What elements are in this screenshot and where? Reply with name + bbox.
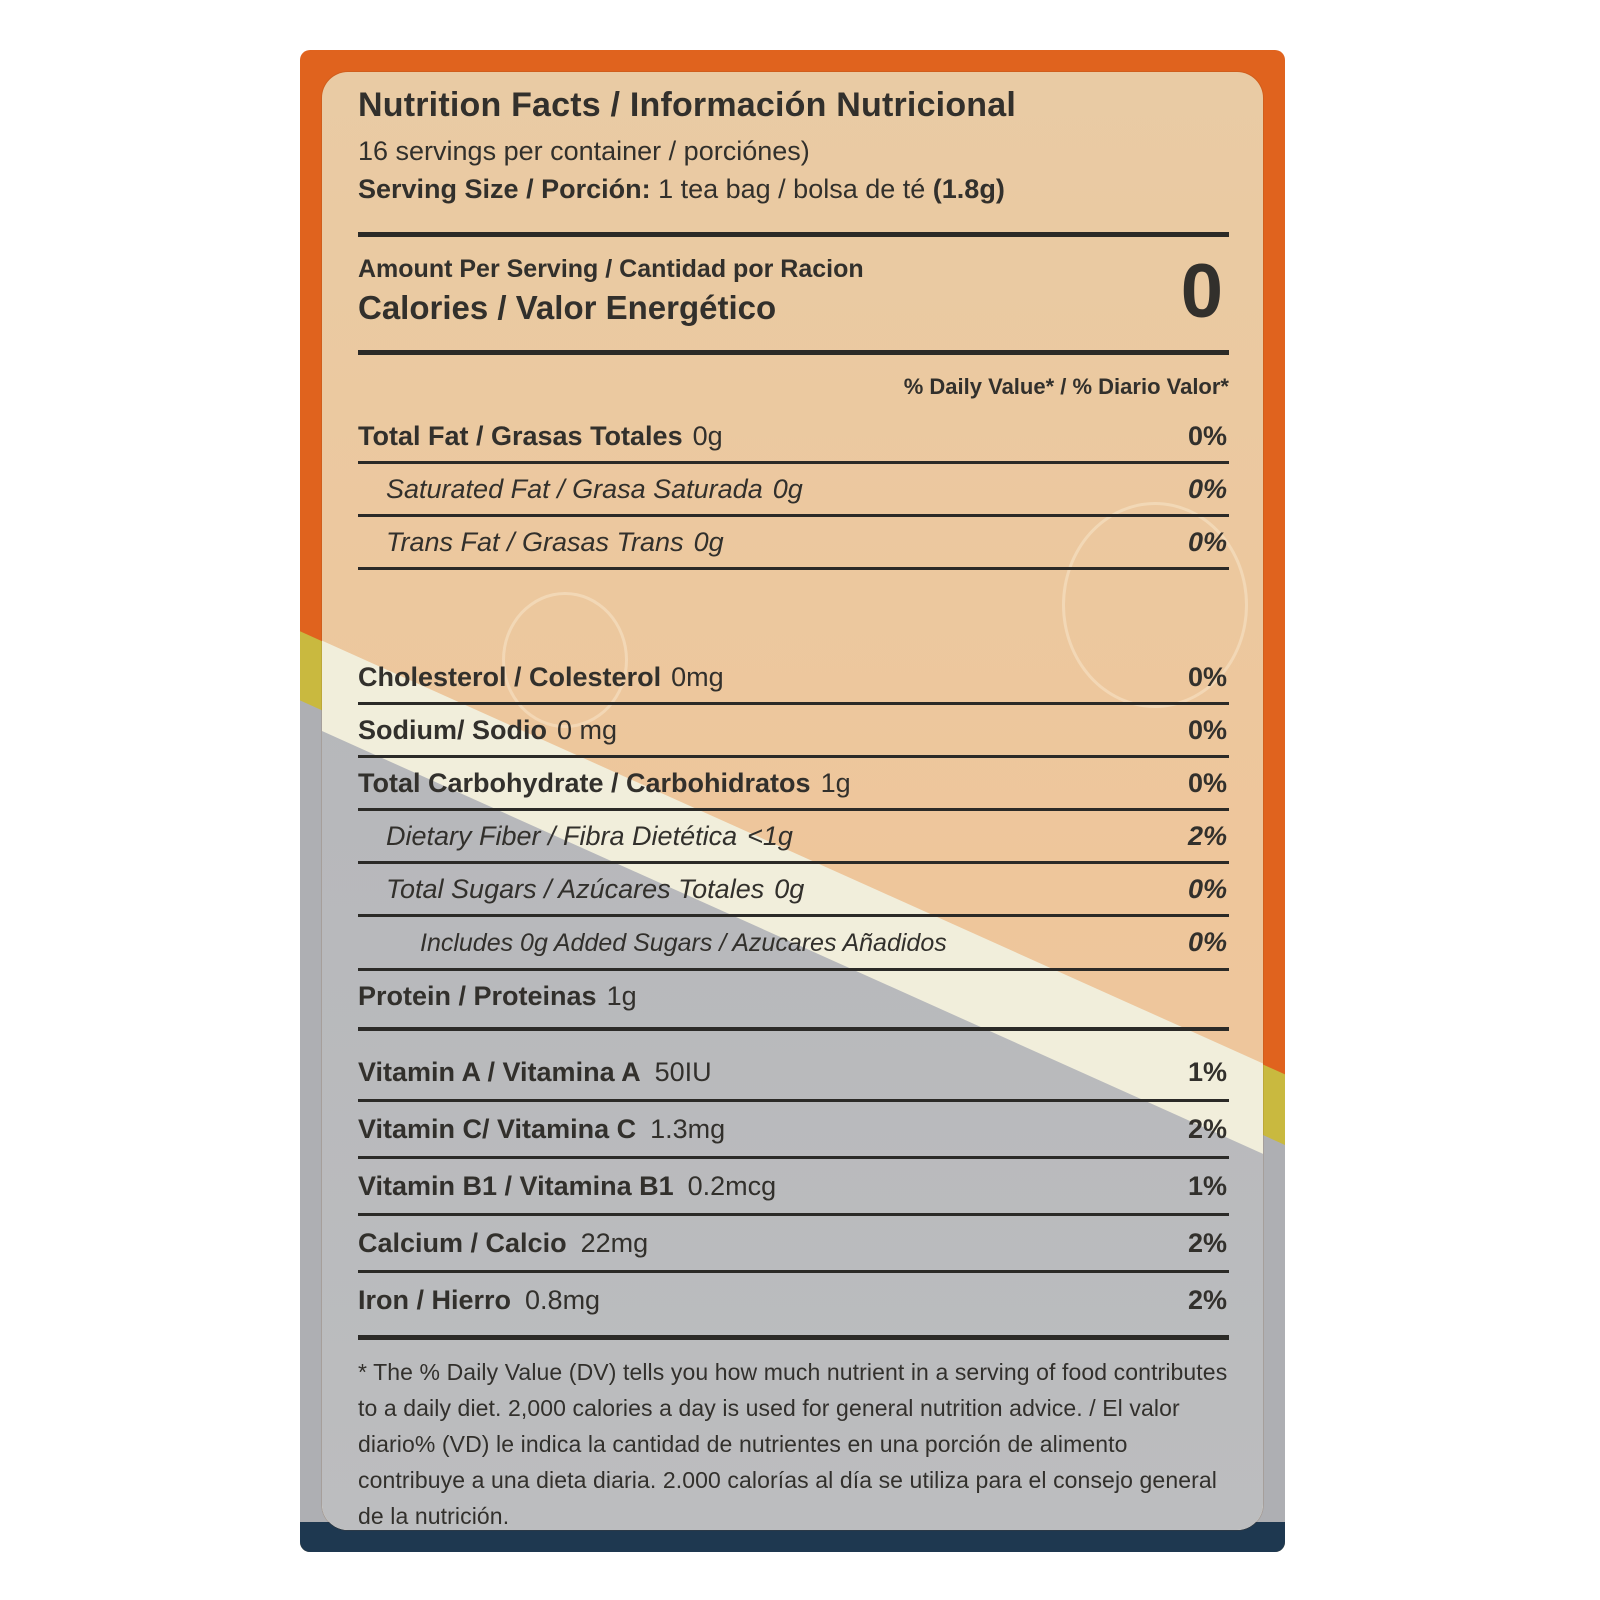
nutrient-dv: 0% [1187,768,1227,798]
nutrient-text: Total Fat / Grasas Totales 0g [358,419,723,453]
nutrient-row-total-sugars: Total Sugars / Azúcares Totales 0g 0% [358,864,1229,917]
calories-section: Amount Per Serving / Cantidad por Racion… [358,253,1229,330]
vitamin-row-vitamin-b1: Vitamin B1 / Vitamina B1 0.2mcg 1% [358,1159,1229,1216]
divider-thick [358,1335,1229,1340]
vitamin-text: Vitamin A / Vitamina A 50IU [358,1055,712,1089]
calories-labels: Amount Per Serving / Cantidad por Racion… [358,253,864,330]
nutrient-amount: 0mg [671,662,724,692]
nutrient-dv: 0% [1187,527,1227,557]
serving-size-value: 1 tea bag / bolsa de té [650,174,933,204]
vitamin-amount: 0.2mcg [687,1171,777,1201]
nutrient-dv: 0% [1187,874,1227,904]
nutrient-name: Sodium/ Sodio [358,715,547,745]
vitamins-section: Vitamin A / Vitamina A 50IU 1% Vitamin C/… [358,1045,1229,1327]
nutrient-row-protein: Protein / Proteinas 1g [358,971,1229,1021]
vitamin-text: Vitamin B1 / Vitamina B1 0.2mcg [358,1169,776,1203]
nutrient-name: Total Fat / Grasas Totales [358,421,683,451]
vitamin-name: Vitamin B1 / Vitamina B1 [358,1171,674,1201]
vitamin-name: Calcium / Calcio [358,1228,567,1258]
vitamin-dv: 2% [1187,1114,1227,1144]
nutrient-row-cholesterol: Cholesterol / Colesterol 0mg 0% [358,652,1229,705]
vitamin-row-vitamin-a: Vitamin A / Vitamina A 50IU 1% [358,1045,1229,1102]
nutrient-text: Trans Fat / Grasas Trans 0g [358,525,724,559]
nutrient-name: Protein / Proteinas [358,981,597,1011]
nutrient-name: Dietary Fiber / Fibra Dietética [386,821,738,851]
nutrient-amount: <1g [747,821,793,851]
nutrient-text: Total Carbohydrate / Carbohidratos 1g [358,766,851,800]
vitamin-amount: 1.3mg [650,1114,726,1144]
nutrient-row-saturated-fat: Saturated Fat / Grasa Saturada 0g 0% [358,464,1229,517]
label-empty-band [358,570,1229,652]
nutrient-row-dietary-fiber: Dietary Fiber / Fibra Dietética <1g 2% [358,811,1229,864]
vitamin-row-vitamin-c: Vitamin C/ Vitamina C 1.3mg 2% [358,1102,1229,1159]
nutrient-name: Total Sugars / Azúcares Totales [386,874,765,904]
serving-size-line: Serving Size / Porción: 1 tea bag / bols… [358,172,1229,206]
nutrient-text: Includes 0g Added Sugars / Azucares Añad… [358,925,947,960]
nutrient-amount: 0 mg [557,715,618,745]
nutrient-name: Total Carbohydrate / Carbohidratos [358,768,811,798]
nutrient-dv: 0% [1187,715,1227,745]
divider-thick [358,350,1229,355]
vitamin-name: Vitamin A / Vitamina A [358,1057,641,1087]
label-content: Nutrition Facts / Información Nutriciona… [322,72,1263,1530]
nutrient-row-sodium: Sodium/ Sodio 0 mg 0% [358,705,1229,758]
nutrient-amount: 0g [774,874,805,904]
nutrient-row-added-sugars: Includes 0g Added Sugars / Azucares Añad… [358,917,1229,971]
daily-value-footnote: * The % Daily Value (DV) tells you how m… [358,1359,1228,1529]
vitamin-dv: 2% [1187,1228,1227,1258]
nutrient-amount: 0g [692,421,723,451]
label-title: Nutrition Facts / Información Nutriciona… [358,86,1017,124]
nutrient-row-trans-fat: Trans Fat / Grasas Trans 0g 0% [358,517,1229,570]
vitamin-dv: 2% [1187,1285,1227,1315]
nutrient-name: Includes 0g Added Sugars / Azucares Añad… [420,929,947,957]
nutrient-row-total-fat: Total Fat / Grasas Totales 0g 0% [358,411,1229,464]
nutrient-name: Trans Fat / Grasas Trans [386,527,684,557]
vitamin-text: Vitamin C/ Vitamina C 1.3mg [358,1112,725,1146]
nutrient-text: Sodium/ Sodio 0 mg [358,713,617,747]
nutrient-amount: 0g [693,527,724,557]
nutrient-dv: 2% [1187,821,1227,851]
calories-value: 0 [1180,248,1223,334]
vitamin-dv: 1% [1187,1171,1227,1201]
nutrition-facts-label: Nutrition Facts / Información Nutriciona… [322,72,1263,1530]
nutrient-row-total-carbohydrate: Total Carbohydrate / Carbohidratos 1g 0% [358,758,1229,811]
nutrient-amount: 1g [606,981,637,1011]
divider-thick [358,1027,1229,1031]
vitamin-name: Iron / Hierro [358,1285,512,1315]
servings-per-container: 16 servings per container / porciónes) [358,136,810,166]
daily-value-header: % Daily Value* / % Diario Valor* [903,374,1229,399]
vitamin-row-calcium: Calcium / Calcio 22mg 2% [358,1216,1229,1273]
tea-package-background: Nutrition Facts / Información Nutriciona… [300,50,1285,1552]
nutrient-dv: 0% [1187,662,1227,692]
nutrient-dv: 0% [1187,421,1227,451]
nutrient-text: Saturated Fat / Grasa Saturada 0g [358,472,803,506]
vitamin-name: Vitamin C/ Vitamina C [358,1114,637,1144]
nutrient-text: Protein / Proteinas 1g [358,979,637,1013]
serving-size-label: Serving Size / Porción: [358,174,651,204]
vitamin-amount: 50IU [654,1057,712,1087]
calories-label: Calories / Valor Energético [358,289,777,326]
nutrient-text: Cholesterol / Colesterol 0mg [358,660,724,694]
nutrient-dv: 0% [1187,927,1227,957]
nutrient-text: Dietary Fiber / Fibra Dietética <1g [358,819,793,853]
nutrient-text: Total Sugars / Azúcares Totales 0g [358,872,804,906]
serving-size-weight: (1.8g) [932,174,1005,204]
vitamin-row-iron: Iron / Hierro 0.8mg 2% [358,1273,1229,1327]
nutrient-dv: 0% [1187,474,1227,504]
nutrient-name: Saturated Fat / Grasa Saturada [386,474,763,504]
vitamin-text: Iron / Hierro 0.8mg [358,1283,600,1317]
nutrient-name: Cholesterol / Colesterol [358,662,662,692]
vitamin-text: Calcium / Calcio 22mg [358,1226,648,1260]
vitamin-amount: 22mg [580,1228,649,1258]
nutrient-amount: 0g [772,474,803,504]
vitamin-dv: 1% [1187,1057,1227,1087]
divider-thick [358,232,1229,237]
amount-per-serving-label: Amount Per Serving / Cantidad por Racion [358,255,864,283]
vitamin-amount: 0.8mg [525,1285,601,1315]
nutrient-amount: 1g [820,768,851,798]
